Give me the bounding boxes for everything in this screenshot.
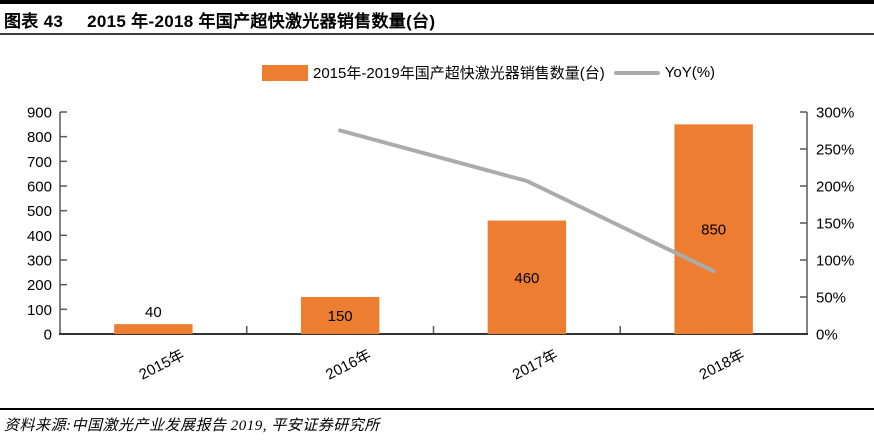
bar-2016年 (300, 297, 380, 334)
left-axis-tick-label: 900 (27, 105, 52, 122)
bar-2015年 (114, 324, 193, 334)
left-axis-tick-label: 600 (27, 179, 52, 196)
legend-item-yoy: YoY(%) (613, 64, 716, 81)
left-axis-tick-label: 300 (27, 253, 52, 270)
right-axis-tick-label: 200% (816, 179, 854, 196)
figure-header: 图表 43 2015 年-2018 年国产超快激光器销售数量(台) (4, 7, 435, 32)
bar-data-label: 460 (514, 270, 539, 287)
header-rule (0, 33, 874, 35)
right-axis-tick-label: 250% (816, 142, 854, 159)
left-axis-tick-label: 700 (27, 154, 52, 171)
figure-title: 2015 年-2018 年国产超快激光器销售数量(台) (87, 12, 436, 31)
bar-data-label: 40 (145, 304, 162, 321)
yoy-line (338, 128, 716, 274)
right-axis-tick-label: 0% (816, 327, 838, 344)
figure-number: 图表 43 (4, 12, 64, 31)
right-axis-tick-label: 150% (816, 216, 854, 233)
x-axis-category-label: 2018年 (697, 346, 748, 383)
bar-2017年 (487, 220, 567, 334)
left-axis-tick-label: 400 (27, 228, 52, 245)
source-note: 资料来源:中国激光产业发展报告 2019, 平安证券研究所 (4, 418, 380, 434)
left-axis-tick-label: 200 (27, 277, 52, 294)
bar-data-label: 150 (328, 308, 353, 325)
right-axis-tick-label: 50% (816, 290, 846, 307)
legend-label: YoY(%) (664, 64, 716, 81)
bar-data-label: 850 (701, 222, 726, 239)
right-axis-tick-label: 100% (816, 253, 854, 270)
top-rule (0, 0, 874, 4)
chart-legend: 2015年-2019年国产超快激光器销售数量(台) YoY(%) (262, 62, 715, 83)
left-axis-tick-label: 500 (27, 203, 52, 220)
legend-bar-swatch (262, 64, 308, 81)
x-axis-category-label: 2015年 (136, 346, 187, 383)
left-axis-tick-label: 800 (27, 129, 52, 146)
legend-item-bars: 2015年-2019年国产超快激光器销售数量(台) (262, 62, 605, 83)
bar-2018年 (674, 124, 753, 334)
right-axis-tick-label: 300% (816, 105, 854, 122)
x-axis-category-label: 2017年 (510, 346, 561, 383)
legend-line-swatch (613, 70, 660, 75)
legend-label: 2015年-2019年国产超快激光器销售数量(台) (313, 65, 605, 82)
footer-rule (0, 408, 874, 410)
left-axis-tick-label: 0 (44, 327, 52, 344)
x-axis-category-label: 2016年 (323, 346, 374, 383)
left-axis-tick-label: 100 (27, 302, 52, 319)
